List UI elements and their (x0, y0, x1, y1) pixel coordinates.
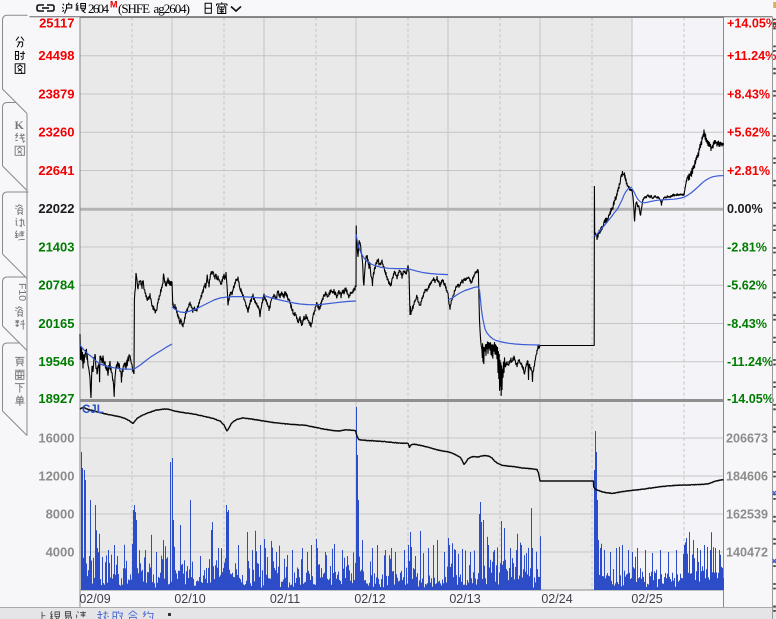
svg-text:M: M (110, 0, 118, 10)
svg-text:2604: 2604 (88, 1, 110, 16)
svg-text:02/11: 02/11 (270, 592, 300, 606)
svg-text:-2.81%: -2.81% (727, 240, 767, 254)
svg-text:23260: 23260 (38, 125, 74, 140)
svg-text:-11.24%: -11.24% (727, 355, 773, 369)
svg-text:8000: 8000 (46, 506, 75, 521)
svg-text:(SHFE ag2604): (SHFE ag2604) (118, 1, 190, 16)
svg-text:02/12: 02/12 (354, 592, 385, 606)
svg-text:18927: 18927 (38, 391, 74, 406)
svg-text:206673: 206673 (726, 431, 768, 445)
svg-text:-14.05%: -14.05% (727, 392, 774, 406)
svg-text:12000: 12000 (38, 468, 74, 483)
svg-text:+8.43%: +8.43% (727, 87, 770, 101)
svg-text:20165: 20165 (38, 316, 74, 331)
svg-text:16000: 16000 (38, 430, 74, 445)
svg-text:184606: 184606 (726, 469, 768, 483)
svg-text:02/09: 02/09 (79, 592, 110, 606)
svg-text:21403: 21403 (38, 239, 74, 254)
svg-text:-8.43%: -8.43% (727, 317, 767, 331)
svg-text:19546: 19546 (38, 354, 74, 369)
svg-text:+11.24%: +11.24% (727, 49, 776, 63)
svg-text:F10: F10 (16, 283, 28, 301)
svg-text:25117: 25117 (39, 15, 74, 30)
svg-text:CJL: CJL (82, 404, 104, 416)
svg-text:22022: 22022 (38, 201, 74, 216)
svg-text:+2.81%: +2.81% (727, 164, 770, 178)
svg-text:162539: 162539 (726, 507, 768, 521)
svg-text:02/10: 02/10 (174, 592, 205, 606)
svg-text:K: K (15, 118, 25, 132)
svg-text:02/25: 02/25 (631, 592, 662, 606)
svg-text:4000: 4000 (46, 544, 75, 559)
svg-text:22641: 22641 (38, 163, 74, 178)
svg-text:02/13: 02/13 (449, 592, 480, 606)
svg-text:+14.05%: +14.05% (727, 16, 776, 30)
svg-text:+5.62%: +5.62% (727, 126, 770, 140)
svg-text:-5.62%: -5.62% (727, 279, 767, 293)
svg-text:02/24: 02/24 (541, 592, 572, 606)
svg-text:23879: 23879 (38, 86, 74, 101)
svg-text:140472: 140472 (726, 545, 768, 559)
svg-text:0.00%: 0.00% (727, 202, 763, 216)
svg-text:24498: 24498 (38, 48, 74, 63)
svg-text:20784: 20784 (38, 278, 75, 293)
